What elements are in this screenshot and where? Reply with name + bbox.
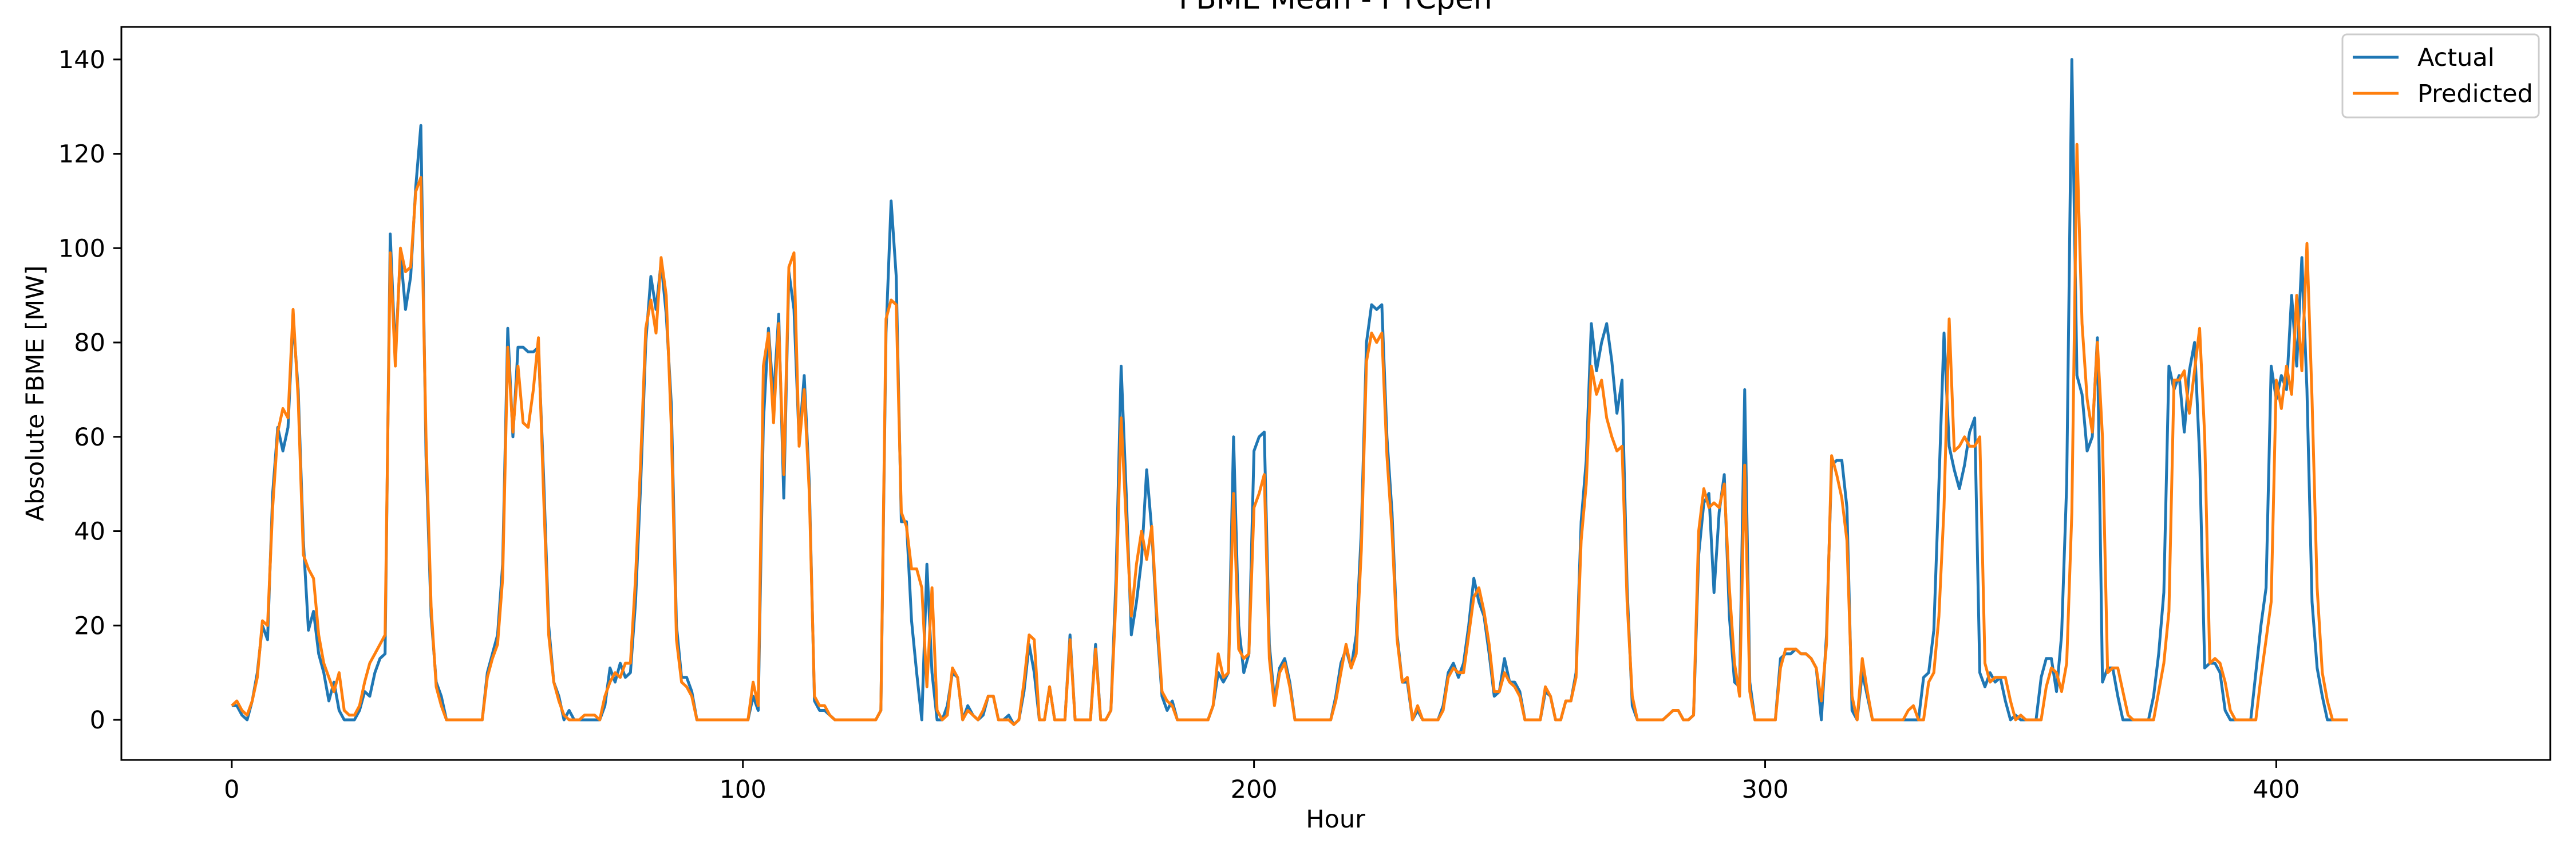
y-tick-label: 20 (74, 612, 105, 640)
x-tick-label: 400 (2253, 775, 2300, 804)
y-tick-label: 120 (58, 140, 105, 169)
y-tick-label: 60 (74, 423, 105, 452)
y-axis-label: Absolute FBME [MW] (21, 266, 50, 522)
x-tick-label: 100 (720, 775, 767, 804)
y-tick-label: 80 (74, 329, 105, 357)
legend-label-predicted: Predicted (2417, 80, 2533, 108)
y-tick-label: 140 (58, 46, 105, 74)
chart-title: FBME Mean - PTCpen (1179, 0, 1492, 16)
y-tick-label: 0 (90, 706, 105, 735)
y-tick-label: 100 (58, 234, 105, 263)
x-axis-label: Hour (1306, 805, 1365, 834)
y-tick-label: 40 (74, 518, 105, 546)
y-axis: 0 20 40 60 80 100 120 140 (58, 46, 121, 735)
plot-frame (120, 26, 2551, 761)
x-tick-label: 200 (1231, 775, 1278, 804)
legend: Actual Predicted (2341, 33, 2540, 119)
legend-label-actual: Actual (2417, 44, 2495, 72)
series-line-predicted (231, 143, 2348, 726)
x-axis: 0 100 200 300 400 (224, 760, 2300, 804)
legend-box (2341, 33, 2540, 119)
x-tick-label: 0 (224, 775, 239, 804)
series-layer (231, 58, 2348, 726)
x-tick-label: 300 (1741, 775, 1788, 804)
